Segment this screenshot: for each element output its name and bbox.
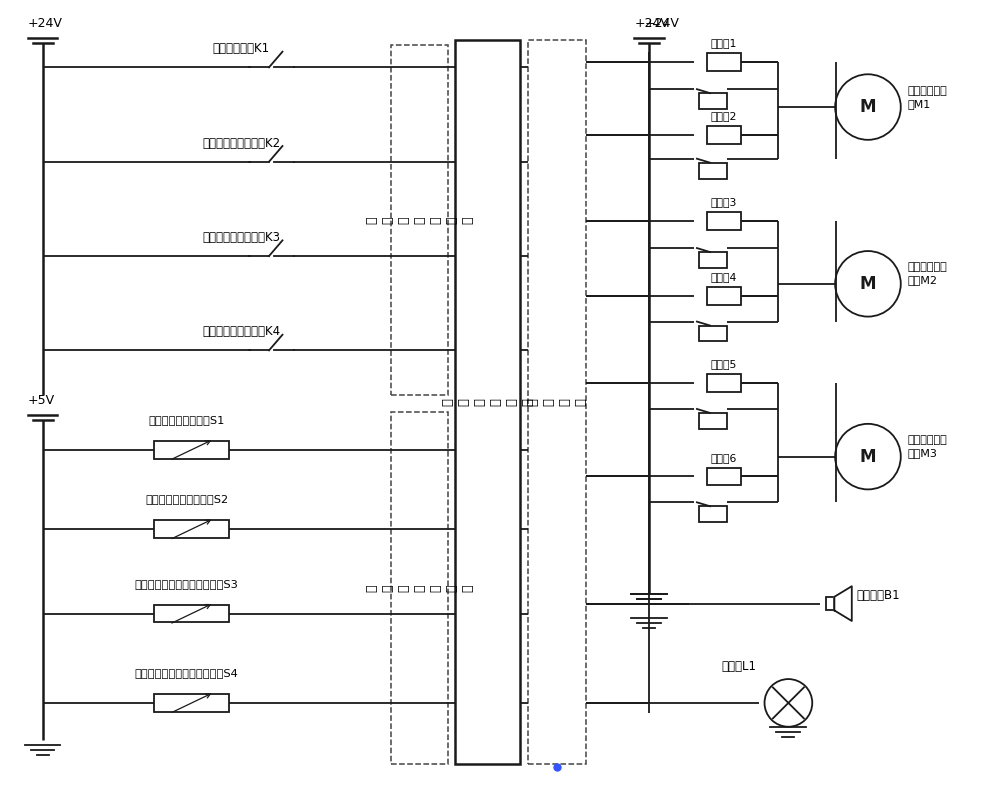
Bar: [455, 39, 520, 765]
Text: 抛料筒回转电
机M1: 抛料筒回转电 机M1: [908, 85, 947, 109]
Text: 手柄使能开关K1: 手柄使能开关K1: [213, 43, 270, 56]
Text: +24V: +24V: [644, 17, 679, 30]
Text: 模
拟
量
检
测
电
路: 模 拟 量 检 测 电 路: [365, 584, 474, 592]
Text: 抛料筒回转选择开关K2: 抛料筒回转选择开关K2: [202, 137, 281, 150]
Text: 驱
动
电
路: 驱 动 电 路: [526, 398, 587, 406]
Text: 嵌
入
式
控
制
器: 嵌 入 式 控 制 器: [441, 398, 534, 406]
Circle shape: [765, 679, 812, 727]
Text: 出料板角度电动缸位置传感器S4: 出料板角度电动缸位置传感器S4: [135, 668, 239, 678]
Circle shape: [835, 74, 901, 140]
Bar: [826, 597, 834, 610]
Text: 抛料筒变幅电动缸位置传感器S3: 抛料筒变幅电动缸位置传感器S3: [135, 579, 239, 588]
Bar: [391, 412, 448, 765]
Bar: [699, 163, 727, 179]
Bar: [391, 45, 448, 395]
Bar: [707, 468, 741, 485]
Text: M: M: [860, 275, 876, 293]
Bar: [699, 325, 727, 341]
Circle shape: [835, 424, 901, 489]
Bar: [154, 605, 229, 622]
Bar: [699, 252, 727, 268]
Text: 报警灯L1: 报警灯L1: [721, 660, 756, 673]
Bar: [154, 440, 229, 459]
Text: 继电器4: 继电器4: [711, 272, 737, 282]
Bar: [707, 53, 741, 72]
Text: +24V: +24V: [634, 17, 669, 30]
Text: M: M: [860, 98, 876, 116]
Text: 报警喂叹B1: 报警喂叹B1: [856, 589, 900, 602]
Bar: [154, 694, 229, 712]
Text: +5V: +5V: [28, 394, 55, 407]
Bar: [528, 39, 586, 765]
Text: 抛料筒回转位置传感器S2: 抛料筒回转位置传感器S2: [145, 494, 228, 504]
Text: 抛料筒变幅选择开关K3: 抛料筒变幅选择开关K3: [202, 231, 280, 244]
Text: 继电器1: 继电器1: [711, 39, 737, 48]
Bar: [699, 506, 727, 522]
Text: 开
关
量
检
测
电
路: 开 关 量 检 测 电 路: [365, 217, 474, 224]
Text: 继电器2: 继电器2: [711, 111, 737, 121]
Bar: [707, 213, 741, 230]
Bar: [707, 287, 741, 304]
Text: 出料板角度电
动缸M3: 出料板角度电 动缸M3: [908, 435, 947, 458]
Text: +24V: +24V: [28, 17, 63, 30]
Text: 继电器3: 继电器3: [711, 197, 737, 208]
Bar: [707, 374, 741, 392]
Text: 手柄位置反馈电位计S1: 手柄位置反馈电位计S1: [149, 415, 225, 425]
Circle shape: [835, 251, 901, 316]
Bar: [699, 413, 727, 429]
Text: 继电器6: 继电器6: [711, 452, 737, 463]
Text: 出料板角度选择开关K4: 出料板角度选择开关K4: [202, 325, 281, 338]
Bar: [154, 520, 229, 538]
Bar: [707, 126, 741, 144]
Text: 继电器5: 继电器5: [711, 359, 737, 369]
Text: 抛料筒变幅电
动缸M2: 抛料筒变幅电 动缸M2: [908, 262, 947, 286]
Polygon shape: [834, 586, 852, 621]
Text: M: M: [860, 448, 876, 465]
Bar: [699, 93, 727, 109]
